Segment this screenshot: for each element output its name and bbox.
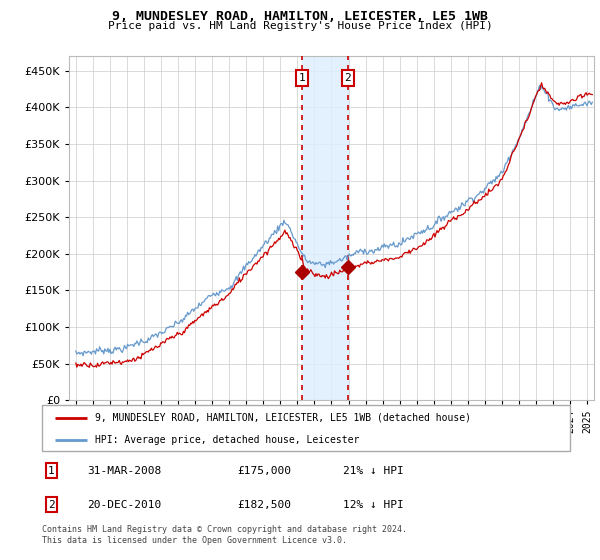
- Text: 1: 1: [298, 73, 305, 83]
- Text: HPI: Average price, detached house, Leicester: HPI: Average price, detached house, Leic…: [95, 435, 359, 445]
- Text: 9, MUNDESLEY ROAD, HAMILTON, LEICESTER, LE5 1WB (detached house): 9, MUNDESLEY ROAD, HAMILTON, LEICESTER, …: [95, 413, 471, 423]
- Text: Contains HM Land Registry data © Crown copyright and database right 2024.
This d: Contains HM Land Registry data © Crown c…: [42, 525, 407, 545]
- Text: 31-MAR-2008: 31-MAR-2008: [87, 465, 161, 475]
- Text: 21% ↓ HPI: 21% ↓ HPI: [343, 465, 404, 475]
- Text: Price paid vs. HM Land Registry's House Price Index (HPI): Price paid vs. HM Land Registry's House …: [107, 21, 493, 31]
- Bar: [302, 56, 348, 400]
- Text: 2: 2: [344, 73, 351, 83]
- Text: 2: 2: [48, 500, 55, 510]
- FancyBboxPatch shape: [42, 405, 570, 451]
- Text: 9, MUNDESLEY ROAD, HAMILTON, LEICESTER, LE5 1WB: 9, MUNDESLEY ROAD, HAMILTON, LEICESTER, …: [112, 10, 488, 23]
- Text: £175,000: £175,000: [238, 465, 292, 475]
- Text: 1: 1: [48, 465, 55, 475]
- Text: 20-DEC-2010: 20-DEC-2010: [87, 500, 161, 510]
- Text: £182,500: £182,500: [238, 500, 292, 510]
- Text: 12% ↓ HPI: 12% ↓ HPI: [343, 500, 404, 510]
